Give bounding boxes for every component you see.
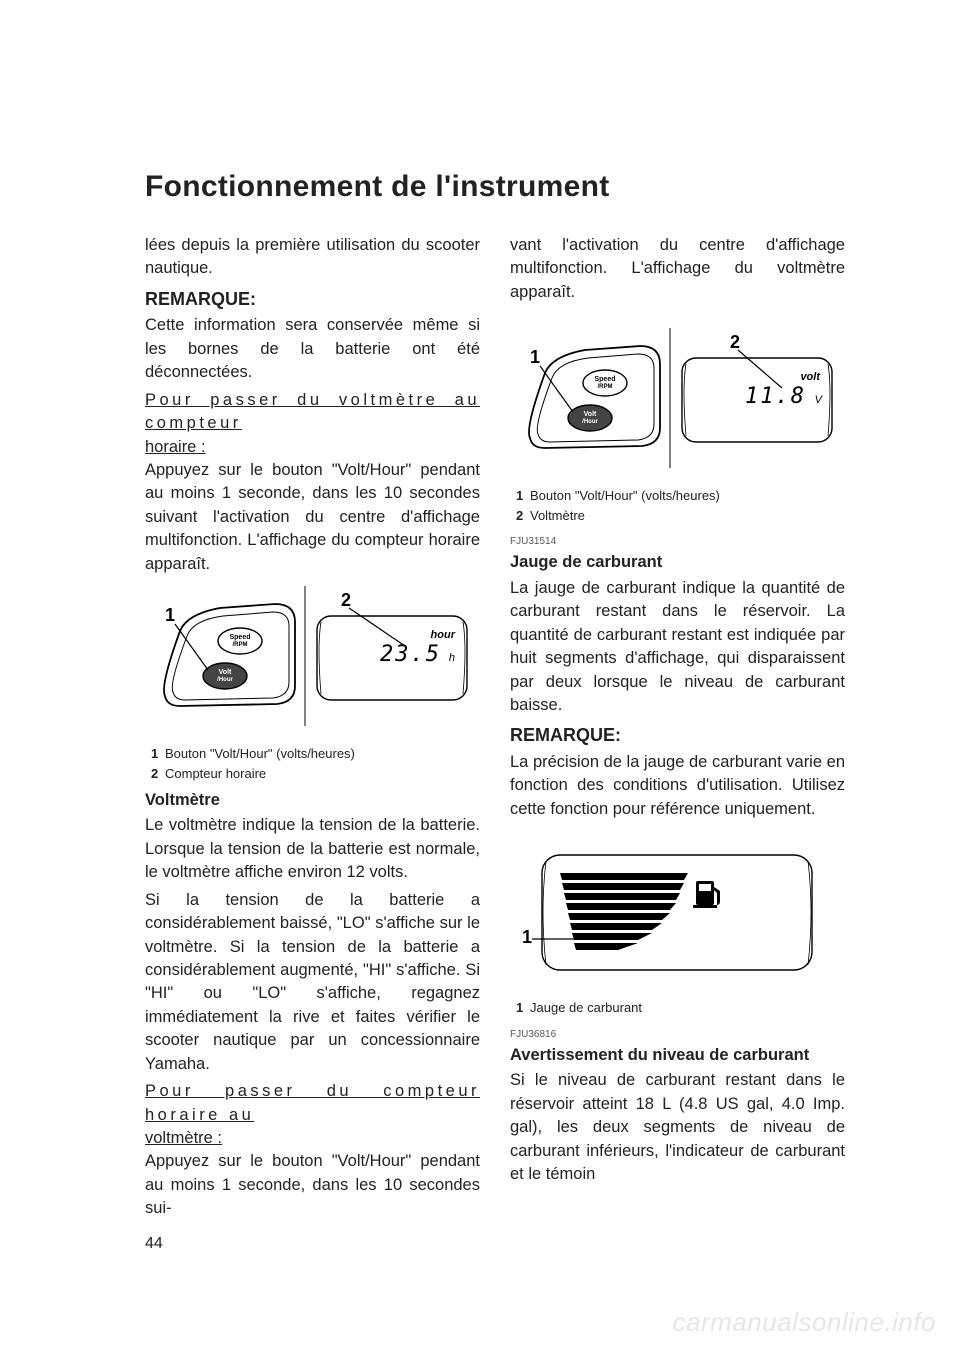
btn-speed-label: Speed bbox=[229, 634, 250, 641]
svg-text:/Hour: /Hour bbox=[582, 419, 598, 425]
ref-code-2: FJU36816 bbox=[510, 1028, 845, 1042]
fig1-caption-2: Compteur horaire bbox=[165, 766, 266, 781]
avertissement-body: Si le niveau de carburant restant dans l… bbox=[510, 1069, 845, 1186]
figure-voltmeter: Speed /RPM Volt /Hour 1 volt 11.8 V 2 bbox=[510, 328, 845, 525]
two-column-layout: lées depuis la première utilisation du s… bbox=[145, 234, 845, 1225]
btn-hour-label: /Hour bbox=[217, 677, 233, 683]
fuel-pump-icon bbox=[693, 881, 720, 908]
fig2-caption-1: Bouton "Volt/Hour" (volts/heures) bbox=[530, 488, 720, 503]
svg-text:/RPM: /RPM bbox=[598, 384, 613, 390]
svg-text:Speed: Speed bbox=[594, 376, 615, 383]
figure-fuel-gauge: 1 1Jauge de carburant bbox=[510, 845, 845, 1018]
figure-voltmeter-captions: 1Bouton "Volt/Hour" (volts/heures) 2Volt… bbox=[516, 486, 845, 525]
callout-2: 2 bbox=[341, 590, 351, 610]
hour-value: 23.5 bbox=[380, 642, 441, 667]
avertissement-heading: Avertissement du niveau de carburant bbox=[510, 1044, 845, 1067]
manual-page: Fonctionnement de l'instrument lées depu… bbox=[0, 0, 960, 1358]
switch-voltmeter-to-hourmeter-line1: Pour passer du voltmètre au compteur bbox=[145, 391, 480, 432]
right-column: vant l'activation du centre d'affichage … bbox=[510, 234, 845, 1225]
callout-1: 1 bbox=[165, 605, 175, 625]
voltmetre-body-1: Le voltmètre indique la tension de la ba… bbox=[145, 814, 480, 884]
watermark: carmanualsonline.info bbox=[673, 1307, 936, 1338]
figure-fuel-gauge-captions: 1Jauge de carburant bbox=[516, 998, 845, 1018]
remarque-body-2: La précision de la jauge de carburant va… bbox=[510, 751, 845, 821]
switch-hourmeter-to-voltmeter-body: Appuyez sur le bouton "Volt/Hour" pendan… bbox=[145, 1150, 480, 1220]
figure-hour-meter: Speed /RPM Volt /Hour 1 hour 23.5 h bbox=[145, 586, 480, 783]
voltmetre-heading: Voltmètre bbox=[145, 789, 480, 812]
hour-unit: h bbox=[449, 652, 455, 664]
switch-voltmeter-to-hourmeter-line2: horaire : bbox=[145, 438, 206, 456]
svg-text:2: 2 bbox=[730, 332, 740, 352]
jauge-heading: Jauge de carburant bbox=[510, 551, 845, 574]
page-number: 44 bbox=[145, 1235, 163, 1253]
svg-text:Volt: Volt bbox=[584, 411, 597, 418]
switch-hourmeter-to-voltmeter-line1: Pour passer du compteur horaire au bbox=[145, 1082, 480, 1123]
volt-unit: V bbox=[815, 394, 824, 406]
fig2-caption-2: Voltmètre bbox=[530, 508, 585, 523]
page-heading: Fonctionnement de l'instrument bbox=[145, 170, 845, 204]
fig3-caption-1: Jauge de carburant bbox=[530, 1000, 642, 1015]
switch-voltmeter-to-hourmeter-body: Appuyez sur le bouton "Volt/Hour" pendan… bbox=[145, 459, 480, 576]
remarque-body: Cette information sera conservée même si… bbox=[145, 314, 480, 384]
figure-hour-meter-captions: 1Bouton "Volt/Hour" (volts/heures) 2Comp… bbox=[151, 744, 480, 783]
ref-code-1: FJU31514 bbox=[510, 535, 845, 549]
hour-label: hour bbox=[431, 629, 456, 641]
btn-rpm-label: /RPM bbox=[233, 642, 248, 648]
volt-label: volt bbox=[800, 371, 821, 383]
left-column: lées depuis la première utilisation du s… bbox=[145, 234, 480, 1225]
remarque-heading: REMARQUE: bbox=[145, 287, 480, 313]
btn-volt-label: Volt bbox=[219, 669, 232, 676]
svg-text:1: 1 bbox=[522, 927, 532, 947]
continuation-body: vant l'activation du centre d'affichage … bbox=[510, 234, 845, 304]
fig1-caption-1: Bouton "Volt/Hour" (volts/heures) bbox=[165, 746, 355, 761]
remarque-heading-2: REMARQUE: bbox=[510, 723, 845, 749]
switch-hourmeter-to-voltmeter-line2: voltmètre : bbox=[145, 1129, 222, 1147]
volt-value: 11.8 bbox=[745, 384, 806, 409]
voltmetre-body-2: Si la tension de la batterie a considéra… bbox=[145, 889, 480, 1076]
intro-continuation: lées depuis la première utilisation du s… bbox=[145, 234, 480, 281]
jauge-body: La jauge de carburant indique la quantit… bbox=[510, 577, 845, 718]
svg-text:1: 1 bbox=[530, 347, 540, 367]
